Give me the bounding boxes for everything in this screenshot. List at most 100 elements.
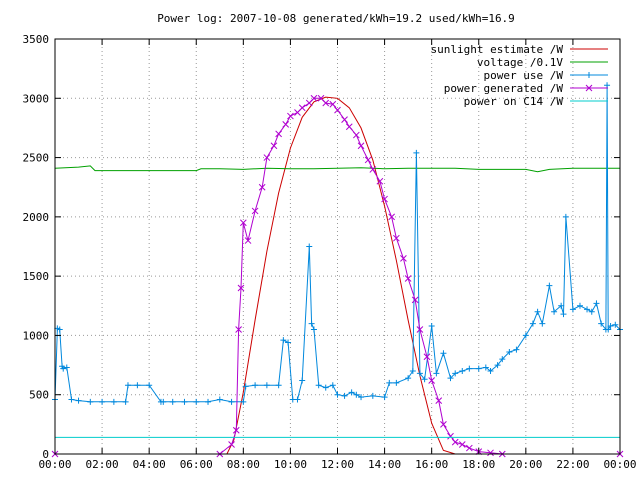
data-point-power-use-w <box>322 384 329 391</box>
data-point-power-use-w <box>413 149 420 156</box>
x-tick-label: 16:00 <box>415 458 448 471</box>
data-point-power-generated-w <box>416 326 424 333</box>
data-point-power-use-w <box>475 365 482 372</box>
data-point-power-use-w <box>110 398 117 405</box>
data-point-power-use-w <box>75 397 82 404</box>
data-point-power-use-w <box>341 392 348 399</box>
data-point-power-use-w <box>216 396 223 403</box>
data-point-power-generated-w <box>381 195 388 203</box>
data-point-power-generated-w <box>364 156 372 164</box>
data-point-power-use-w <box>546 282 553 289</box>
data-point-power-use-w <box>534 308 541 315</box>
data-point-power-use-w <box>386 379 393 386</box>
data-point-power-use-w <box>299 377 306 384</box>
data-point-power-generated-w <box>237 284 245 292</box>
series-layer <box>51 82 624 458</box>
chart-title: Power log: 2007-10-08 generated/kWh=19.2… <box>157 12 515 25</box>
data-point-power-generated-w <box>270 142 278 150</box>
data-point-power-use-w <box>539 320 546 327</box>
data-point-power-generated-w <box>287 112 294 120</box>
data-point-power-use-w <box>440 350 447 357</box>
data-point-power-generated-w <box>487 449 494 457</box>
data-point-power-use-w <box>280 337 287 344</box>
data-point-power-use-w <box>588 308 595 315</box>
data-point-power-generated-w <box>376 177 384 185</box>
data-point-power-use-w <box>306 243 313 250</box>
data-point-power-use-w <box>134 382 141 389</box>
legend-label-power-on-c14-w: power on C14 /W <box>464 95 564 108</box>
data-point-power-generated-w <box>388 213 395 221</box>
data-point-power-use-w <box>607 322 614 329</box>
data-point-power-use-w <box>228 398 235 405</box>
data-point-power-generated-w <box>239 219 247 227</box>
data-point-power-use-w <box>181 398 188 405</box>
data-point-power-use-w <box>593 300 600 307</box>
x-tick-label: 12:00 <box>321 458 354 471</box>
x-tick-label: 00:00 <box>38 458 71 471</box>
y-tick-label: 0 <box>42 448 49 461</box>
data-point-power-use-w <box>124 382 131 389</box>
data-point-power-use-w <box>275 382 282 389</box>
data-point-power-use-w <box>294 396 301 403</box>
data-point-power-generated-w <box>322 99 330 107</box>
data-point-power-generated-w <box>244 237 252 244</box>
x-tick-label: 00:00 <box>603 458 636 471</box>
data-point-power-use-w <box>513 346 520 353</box>
series-power-generated-w <box>51 94 624 458</box>
data-point-power-use-w <box>285 339 292 346</box>
data-point-power-use-w <box>263 382 270 389</box>
series-sunlight-estimate-w <box>226 96 456 455</box>
data-point-power-generated-w <box>310 94 318 102</box>
data-point-power-use-w <box>193 398 200 405</box>
data-point-power-use-w <box>409 368 416 374</box>
series-line-sunlight-estimate-w <box>226 96 456 455</box>
x-tick-label: 02:00 <box>86 458 119 471</box>
data-point-power-use-w <box>99 398 106 405</box>
y-tick-label: 500 <box>29 389 49 402</box>
data-point-power-generated-w <box>440 421 447 428</box>
data-point-power-use-w <box>494 362 501 369</box>
x-tick-label: 04:00 <box>133 458 166 471</box>
data-point-power-use-w <box>584 306 591 313</box>
legend-label-power-generated-w: power generated /W <box>444 82 564 95</box>
data-point-power-generated-w <box>423 353 431 361</box>
data-point-power-generated-w <box>275 130 282 138</box>
data-point-power-generated-w <box>263 154 271 161</box>
data-point-power-use-w <box>68 396 75 403</box>
data-point-power-use-w <box>452 370 459 377</box>
series-power-use-w <box>52 82 623 405</box>
data-point-power-use-w <box>612 321 619 328</box>
data-point-power-use-w <box>506 349 513 356</box>
y-tick-label: 1000 <box>23 329 50 342</box>
data-point-power-use-w <box>522 332 529 339</box>
data-point-power-use-w <box>329 382 336 389</box>
legend-label-power-use-w: power use /W <box>484 69 564 82</box>
data-point-power-use-w <box>240 398 247 405</box>
data-point-power-generated-w <box>341 116 348 123</box>
axis-ticks: 0 500 1000 1500 2000 2500 3000 3500 00:00 02:00 04… <box>23 33 637 471</box>
data-point-power-use-w <box>205 398 212 405</box>
data-point-power-use-w <box>560 311 567 318</box>
data-point-power-generated-w <box>404 275 412 282</box>
data-point-power-use-w <box>416 370 423 377</box>
data-point-power-use-w <box>63 364 70 371</box>
data-point-power-use-w <box>146 382 153 389</box>
legend-marker-power-use-w <box>586 72 592 78</box>
data-point-power-use-w <box>310 326 317 333</box>
data-point-power-generated-w <box>357 142 365 150</box>
data-point-power-generated-w <box>251 207 259 215</box>
data-point-power-generated-w <box>282 121 290 128</box>
data-point-power-use-w <box>487 368 494 374</box>
data-point-power-generated-w <box>235 326 242 333</box>
data-point-power-use-w <box>348 389 355 396</box>
data-point-power-use-w <box>605 326 612 333</box>
data-point-power-use-w <box>459 368 466 374</box>
data-point-power-use-w <box>433 370 440 377</box>
x-tick-label: 20:00 <box>509 458 542 471</box>
data-point-power-generated-w <box>435 397 443 404</box>
data-point-power-use-w <box>169 398 176 405</box>
data-point-power-use-w <box>381 394 388 401</box>
x-tick-label: 18:00 <box>462 458 495 471</box>
